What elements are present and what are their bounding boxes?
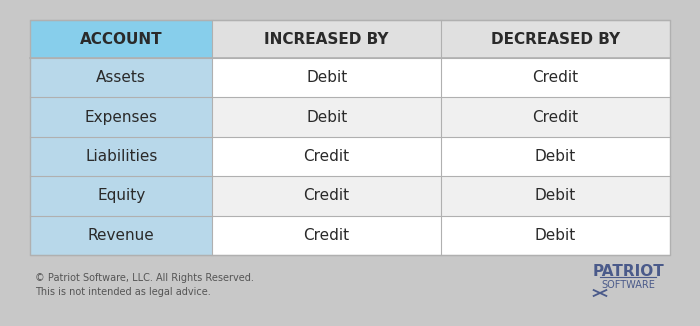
FancyBboxPatch shape — [30, 137, 212, 176]
FancyBboxPatch shape — [212, 215, 441, 255]
Text: Credit: Credit — [304, 228, 350, 243]
Text: Expenses: Expenses — [85, 110, 158, 125]
Text: Debit: Debit — [306, 110, 347, 125]
FancyBboxPatch shape — [212, 20, 441, 58]
Text: Revenue: Revenue — [88, 228, 155, 243]
Text: PATRIOT: PATRIOT — [592, 264, 664, 279]
Text: Debit: Debit — [306, 70, 347, 85]
Text: This is not intended as legal advice.: This is not intended as legal advice. — [35, 287, 211, 297]
Text: DECREASED BY: DECREASED BY — [491, 32, 620, 47]
Text: Credit: Credit — [533, 70, 578, 85]
FancyBboxPatch shape — [441, 176, 670, 215]
Text: INCREASED BY: INCREASED BY — [265, 32, 389, 47]
FancyBboxPatch shape — [30, 97, 212, 137]
Text: Debit: Debit — [535, 228, 576, 243]
FancyBboxPatch shape — [212, 176, 441, 215]
FancyBboxPatch shape — [441, 97, 670, 137]
FancyBboxPatch shape — [30, 176, 212, 215]
Text: Credit: Credit — [304, 188, 350, 203]
FancyBboxPatch shape — [441, 58, 670, 97]
FancyBboxPatch shape — [212, 137, 441, 176]
FancyBboxPatch shape — [212, 58, 441, 97]
Text: Liabilities: Liabilities — [85, 149, 158, 164]
Text: Credit: Credit — [304, 149, 350, 164]
Text: Debit: Debit — [535, 149, 576, 164]
Text: © Patriot Software, LLC. All Rights Reserved.: © Patriot Software, LLC. All Rights Rese… — [35, 273, 254, 283]
Text: ACCOUNT: ACCOUNT — [80, 32, 162, 47]
Text: SOFTWARE: SOFTWARE — [601, 280, 655, 290]
FancyBboxPatch shape — [441, 137, 670, 176]
Text: Debit: Debit — [535, 188, 576, 203]
Text: Assets: Assets — [97, 70, 146, 85]
FancyBboxPatch shape — [441, 20, 670, 58]
FancyBboxPatch shape — [441, 215, 670, 255]
FancyBboxPatch shape — [212, 97, 441, 137]
FancyBboxPatch shape — [30, 215, 212, 255]
FancyBboxPatch shape — [30, 20, 212, 58]
Text: Equity: Equity — [97, 188, 146, 203]
Text: Credit: Credit — [533, 110, 578, 125]
FancyBboxPatch shape — [30, 58, 212, 97]
